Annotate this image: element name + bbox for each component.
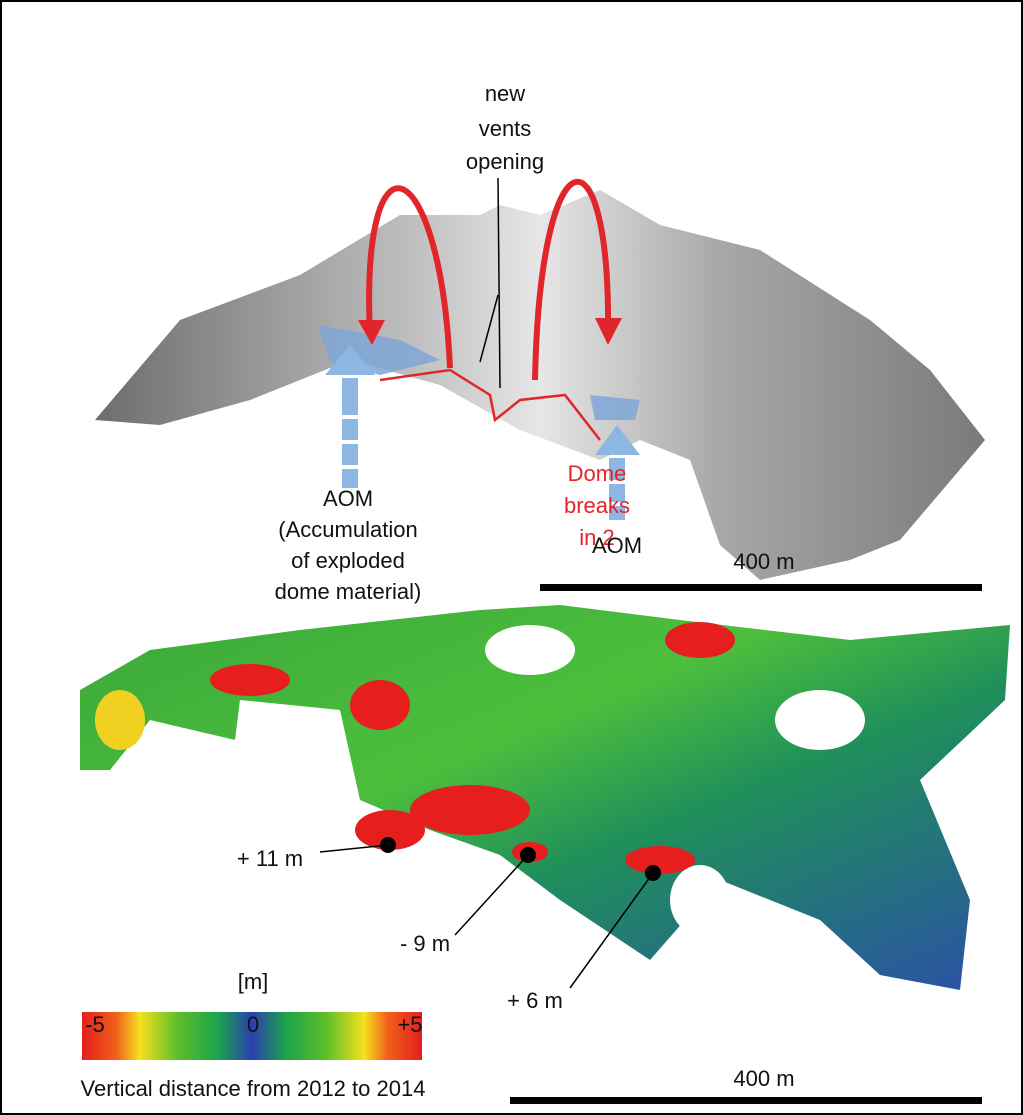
aom-arrow bbox=[342, 378, 358, 488]
shape bbox=[340, 440, 360, 444]
annotation: + 6 m bbox=[507, 988, 563, 1013]
colorbar-tick: -5 bbox=[85, 1012, 105, 1037]
shape bbox=[775, 690, 865, 750]
figure: new vents opening AOM (Accumulation of e… bbox=[0, 0, 1023, 1115]
shape bbox=[410, 785, 530, 835]
label: (Accumulation bbox=[278, 517, 417, 542]
shape bbox=[95, 690, 145, 750]
point bbox=[645, 865, 661, 881]
shape bbox=[340, 465, 360, 469]
label: Dome bbox=[568, 461, 627, 486]
shape bbox=[350, 680, 410, 730]
scale-bar bbox=[510, 1097, 982, 1104]
shape bbox=[340, 415, 360, 419]
point bbox=[380, 837, 396, 853]
shape bbox=[665, 622, 735, 658]
shape bbox=[210, 664, 290, 696]
scale-label: 400 m bbox=[733, 1066, 794, 1091]
label: dome material) bbox=[275, 579, 422, 604]
colorbar-tick: +5 bbox=[397, 1012, 422, 1037]
label: vents bbox=[479, 116, 532, 141]
label: AOM bbox=[592, 533, 642, 558]
scale-bar bbox=[540, 584, 982, 591]
colorbar-tick: 0 bbox=[247, 1012, 259, 1037]
label: breaks bbox=[564, 493, 630, 518]
shape bbox=[485, 625, 575, 675]
annotation: + 11 m bbox=[237, 846, 303, 871]
label: of exploded bbox=[291, 548, 405, 573]
label: opening bbox=[466, 149, 544, 174]
scale-label: 400 m bbox=[733, 549, 794, 574]
label: AOM bbox=[323, 486, 373, 511]
colorbar-caption: Vertical distance from 2012 to 2014 bbox=[81, 1076, 426, 1101]
point bbox=[520, 847, 536, 863]
annotation: - 9 m bbox=[400, 931, 450, 956]
label: new bbox=[485, 81, 525, 106]
colorbar-unit: [m] bbox=[238, 969, 269, 994]
shape bbox=[670, 865, 730, 935]
